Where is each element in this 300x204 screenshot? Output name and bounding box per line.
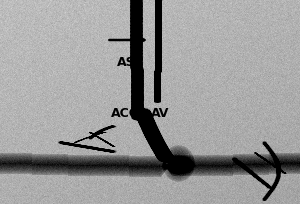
Text: ASC: ASC (117, 56, 144, 69)
Text: AV: AV (151, 107, 170, 120)
Text: ACC: ACC (111, 107, 138, 120)
